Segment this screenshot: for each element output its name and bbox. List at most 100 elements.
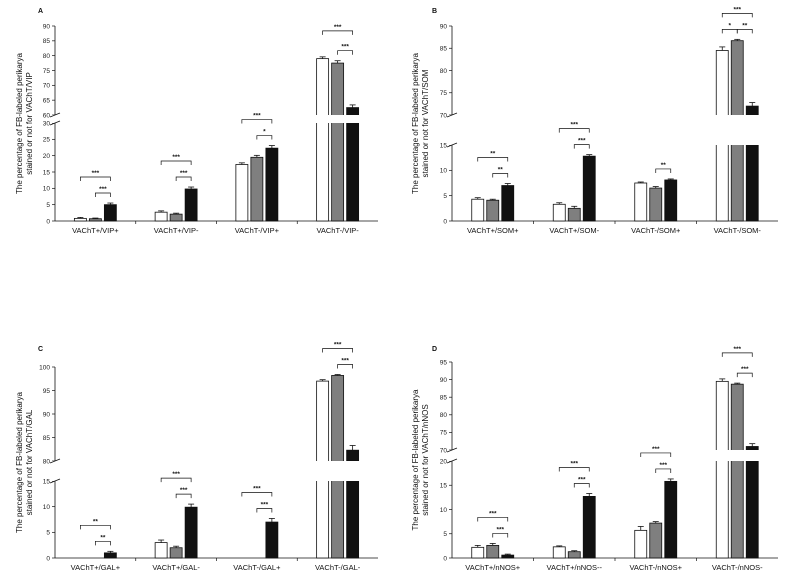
y-tick-label: 80 — [440, 412, 448, 419]
x-category-label: VAChT+/GAL- — [152, 563, 200, 572]
y-tick-label: 5 — [46, 530, 50, 537]
y-tick-label: 70 — [440, 112, 448, 119]
y-axis-label: The percentage of FB-labeled perikarya — [411, 389, 420, 531]
significance-bracket — [573, 483, 590, 488]
significance-label: * — [263, 129, 266, 136]
bar — [184, 506, 198, 559]
bar — [265, 521, 279, 559]
panel-label: D — [432, 346, 437, 353]
bar — [649, 522, 663, 559]
x-category-label: VAChT-/GAL- — [315, 563, 361, 572]
significance-bracket — [736, 29, 753, 34]
y-tick-label: 85 — [43, 38, 51, 45]
axis-break-mark — [49, 120, 61, 126]
bar — [154, 542, 168, 559]
bar — [73, 217, 87, 222]
bar — [582, 496, 596, 559]
significance-bracket — [558, 467, 590, 472]
y-tick-label: 60 — [43, 112, 51, 119]
significance-bracket — [322, 348, 353, 353]
y-tick-label: 10 — [440, 507, 448, 514]
bar — [486, 544, 500, 559]
significance-bracket — [80, 176, 111, 182]
panel-label: B — [432, 8, 437, 15]
bar — [715, 380, 729, 559]
bar — [103, 204, 117, 222]
y-tick-label: 0 — [46, 555, 50, 562]
x-category-label: VAChT-/SOM- — [714, 226, 762, 235]
significance-label: *** — [578, 138, 586, 145]
significance-label: *** — [652, 446, 660, 453]
significance-label: ** — [498, 167, 504, 174]
x-category-label: VAChT+/VIP+ — [72, 226, 119, 235]
bar — [567, 207, 581, 222]
significance-label: *** — [253, 485, 261, 492]
y-tick-label: 80 — [43, 53, 51, 60]
significance-label: *** — [733, 346, 741, 353]
y-tick-label: 95 — [440, 359, 448, 366]
significance-bracket — [80, 524, 111, 530]
significance-label: *** — [92, 170, 100, 177]
significance-label: *** — [659, 462, 667, 469]
y-tick-label: 90 — [43, 23, 51, 30]
x-category-label: VAChT-/VIP+ — [235, 226, 280, 235]
significance-bracket — [241, 492, 273, 497]
y-tick-label: 15 — [440, 483, 448, 490]
significance-bracket — [175, 493, 192, 499]
chart-panel-d: D The percentage of FB-labeled perikarya s… — [411, 346, 782, 572]
significance-bracket — [160, 477, 192, 483]
significance-bracket — [337, 364, 353, 369]
chart-panel-b: B The percentage of FB-labeled perikarya s… — [411, 6, 782, 235]
y-tick-label: 20 — [43, 153, 51, 160]
significance-bracket — [477, 157, 509, 162]
bar — [184, 188, 198, 222]
significance-bracket — [175, 176, 192, 182]
bar — [265, 147, 279, 222]
axis-break-mark — [49, 458, 61, 464]
y-axis-label: stained or not for VAChT/SOM — [421, 69, 430, 177]
y-tick-label: 65 — [43, 97, 51, 104]
panel-label: A — [38, 8, 43, 15]
significance-bracket — [655, 168, 672, 173]
bar — [250, 156, 264, 222]
y-axis-label: stained or not for VAChT/nNOS — [421, 404, 430, 515]
x-category-label: VAChT-/nNOS- — [712, 563, 763, 572]
significance-bracket — [160, 160, 192, 166]
x-category-label: VAChT+/nNOS-- — [547, 563, 603, 572]
significance-label: *** — [172, 154, 180, 161]
significance-bracket — [492, 533, 509, 538]
bar — [103, 552, 117, 559]
y-tick-label: 15 — [43, 478, 51, 485]
significance-label: *** — [341, 358, 349, 365]
significance-label: *** — [180, 487, 188, 494]
bar — [316, 58, 330, 222]
significance-bracket — [95, 540, 111, 546]
y-tick-label: 85 — [43, 435, 51, 442]
y-tick-label: 100 — [39, 364, 50, 371]
significance-label: ** — [661, 162, 667, 169]
significance-label: * — [728, 22, 731, 29]
axis-break-mark — [49, 112, 61, 118]
bar — [501, 185, 515, 222]
x-category-label: VAChT+/GAL+ — [71, 563, 121, 572]
y-tick-label: 0 — [46, 218, 50, 225]
bar — [582, 155, 596, 222]
bar — [154, 211, 168, 222]
bar — [634, 529, 648, 559]
chart-panel-a: A The percentage of FB-labeled perikarya s… — [15, 8, 382, 235]
significance-label: *** — [99, 186, 107, 193]
bar — [552, 203, 566, 222]
significance-bracket — [655, 468, 672, 473]
bar — [169, 547, 183, 559]
y-tick-label: 70 — [440, 447, 448, 454]
bar — [649, 187, 663, 222]
y-tick-label: 10 — [43, 186, 51, 193]
significance-bracket — [256, 135, 273, 140]
y-tick-label: 90 — [440, 23, 448, 30]
y-tick-label: 75 — [440, 430, 448, 437]
x-category-label: VAChT+/VIP- — [154, 226, 199, 235]
significance-bracket — [558, 128, 590, 133]
y-tick-label: 80 — [440, 68, 448, 75]
bar — [730, 383, 744, 559]
